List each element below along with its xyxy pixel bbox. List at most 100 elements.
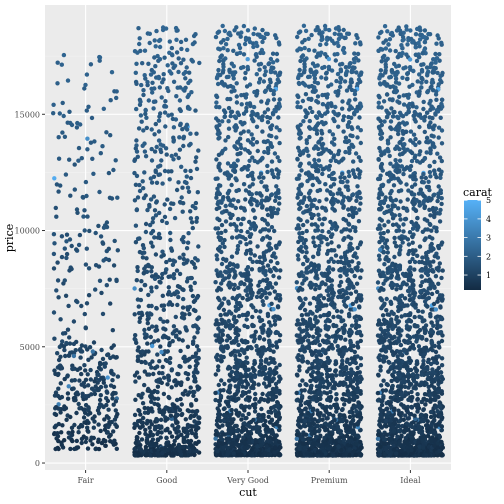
data-point bbox=[249, 346, 254, 351]
data-point bbox=[272, 450, 277, 455]
data-point bbox=[169, 201, 174, 206]
data-point bbox=[252, 374, 258, 379]
data-point bbox=[273, 445, 278, 450]
data-point bbox=[260, 39, 265, 45]
data-point bbox=[185, 307, 191, 312]
data-point bbox=[196, 348, 201, 353]
data-point bbox=[256, 283, 261, 288]
data-point bbox=[359, 445, 364, 450]
data-point bbox=[157, 37, 163, 43]
data-point bbox=[230, 376, 235, 381]
data-point bbox=[318, 380, 323, 385]
data-point bbox=[164, 259, 169, 265]
data-point bbox=[357, 207, 362, 212]
data-point bbox=[318, 411, 323, 416]
data-point bbox=[143, 221, 149, 227]
data-point bbox=[51, 232, 57, 237]
data-point bbox=[68, 446, 73, 452]
data-point bbox=[106, 257, 112, 263]
data-point bbox=[96, 372, 101, 377]
data-point bbox=[173, 152, 178, 157]
data-point bbox=[247, 184, 252, 189]
data-point bbox=[221, 195, 226, 200]
data-point bbox=[154, 324, 159, 329]
data-point bbox=[227, 326, 233, 331]
data-point bbox=[137, 316, 143, 321]
data-point bbox=[298, 135, 303, 140]
data-point bbox=[87, 228, 92, 234]
data-point bbox=[144, 256, 149, 261]
data-point bbox=[245, 57, 250, 62]
data-point bbox=[306, 323, 311, 328]
data-point bbox=[256, 348, 261, 354]
data-point bbox=[180, 185, 185, 190]
data-point bbox=[340, 99, 345, 104]
data-point bbox=[260, 328, 265, 333]
data-point bbox=[161, 391, 167, 397]
data-point bbox=[323, 92, 328, 98]
data-point bbox=[74, 298, 79, 304]
data-point bbox=[302, 388, 307, 393]
data-point bbox=[255, 203, 260, 208]
data-point bbox=[263, 198, 268, 203]
data-point bbox=[342, 265, 347, 270]
data-point bbox=[330, 192, 336, 197]
data-point bbox=[142, 141, 147, 146]
data-point bbox=[266, 438, 271, 443]
data-point bbox=[307, 118, 312, 124]
data-point bbox=[145, 410, 151, 415]
data-point bbox=[267, 340, 272, 345]
data-point bbox=[164, 267, 169, 272]
data-point bbox=[346, 311, 352, 317]
data-point bbox=[132, 446, 137, 452]
data-point bbox=[193, 256, 198, 261]
data-point bbox=[334, 78, 339, 84]
data-point bbox=[141, 270, 147, 276]
data-point bbox=[64, 417, 69, 422]
data-point bbox=[258, 309, 263, 314]
data-point bbox=[170, 53, 175, 58]
data-point bbox=[171, 275, 177, 281]
data-point bbox=[178, 396, 183, 402]
data-point bbox=[340, 418, 345, 424]
data-point bbox=[213, 226, 218, 231]
data-point bbox=[253, 223, 258, 229]
data-point bbox=[57, 344, 62, 350]
data-point bbox=[100, 241, 106, 246]
data-point bbox=[336, 244, 341, 249]
data-point bbox=[172, 215, 178, 221]
data-point bbox=[249, 222, 254, 227]
data-point bbox=[75, 210, 80, 215]
data-point bbox=[111, 429, 116, 434]
data-point bbox=[242, 165, 247, 170]
data-point bbox=[234, 81, 239, 86]
data-point bbox=[255, 160, 260, 165]
data-point bbox=[260, 155, 265, 161]
data-point bbox=[333, 368, 338, 373]
data-point bbox=[227, 309, 232, 314]
data-point bbox=[175, 420, 180, 425]
data-point bbox=[160, 181, 165, 186]
data-point bbox=[346, 393, 351, 398]
data-point bbox=[223, 219, 229, 224]
data-point bbox=[106, 170, 112, 176]
data-point bbox=[66, 353, 72, 358]
data-point bbox=[146, 292, 151, 298]
data-point bbox=[189, 403, 194, 408]
data-point bbox=[56, 402, 61, 407]
data-point bbox=[82, 410, 88, 415]
data-point bbox=[148, 176, 153, 181]
data-point bbox=[308, 126, 313, 131]
data-point bbox=[346, 277, 351, 282]
data-point bbox=[114, 89, 119, 94]
data-point bbox=[231, 197, 236, 202]
data-point bbox=[193, 427, 199, 433]
data-point bbox=[244, 101, 250, 107]
data-point bbox=[270, 171, 275, 177]
data-point bbox=[325, 188, 330, 193]
data-point bbox=[227, 211, 232, 216]
data-point bbox=[169, 385, 174, 390]
data-point bbox=[90, 349, 96, 354]
data-point bbox=[238, 240, 243, 245]
data-point bbox=[176, 56, 181, 61]
